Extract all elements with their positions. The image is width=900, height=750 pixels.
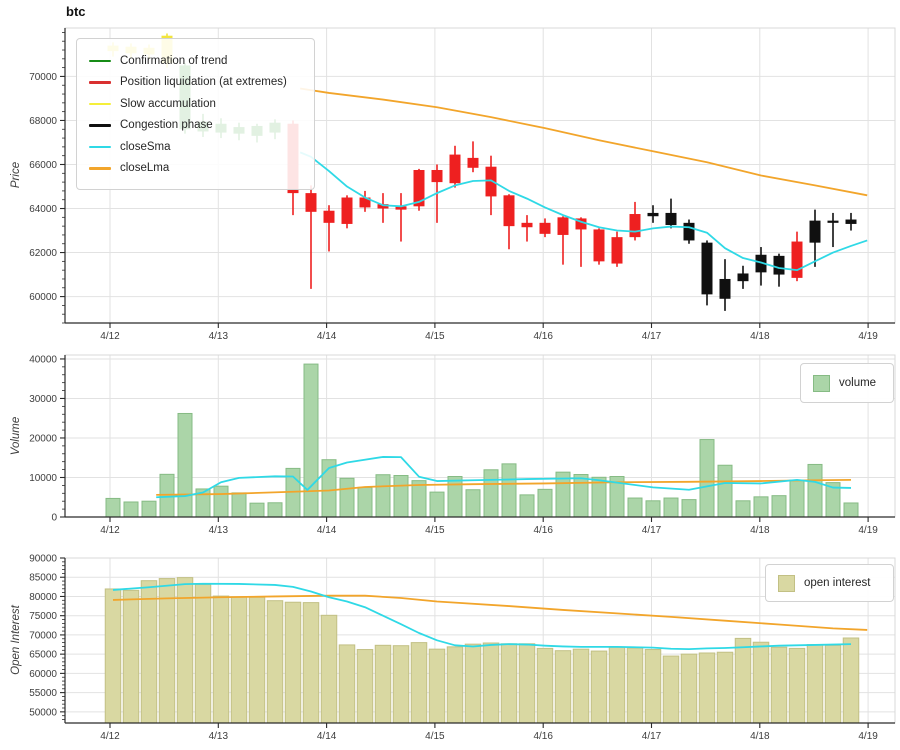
green-line-swatch bbox=[89, 59, 111, 62]
open-interest-ma-lines bbox=[112, 582, 868, 651]
open-interest-ytick-label: 50000 bbox=[29, 707, 57, 718]
legend-item-closelma: closeLma bbox=[89, 158, 302, 180]
cyan-line-swatch bbox=[89, 145, 111, 148]
legend-item-closesma: closeSma bbox=[89, 136, 302, 158]
volume-xtick-label: 4/13 bbox=[209, 525, 229, 536]
volume-ytick-label: 30000 bbox=[29, 394, 57, 405]
price-ytick-label: 66000 bbox=[29, 160, 57, 171]
volume-xtick-label: 4/14 bbox=[317, 525, 337, 536]
legend-item-congestion: Congestion phase bbox=[89, 115, 302, 137]
price-ytick-label: 62000 bbox=[29, 248, 57, 259]
legend-label: closeSma bbox=[120, 140, 171, 153]
red-line-swatch bbox=[89, 81, 111, 84]
legend-label: Congestion phase bbox=[120, 119, 213, 132]
price-ytick-label: 60000 bbox=[29, 292, 57, 303]
volume-axis-label: Volume bbox=[10, 416, 22, 456]
volume-xtick-label: 4/18 bbox=[750, 525, 770, 536]
legend-label: open interest bbox=[804, 577, 871, 589]
legend-item-confirmation: Confirmation of trend bbox=[89, 50, 302, 72]
yellow-line-swatch bbox=[89, 102, 111, 105]
volume-xtick-label: 4/19 bbox=[858, 525, 878, 536]
open-interest-ytick-label: 80000 bbox=[29, 592, 57, 603]
legend-label: Slow accumulation bbox=[120, 97, 216, 110]
open-interest-axes: 50000 55000 60000 65000 70000 75000 80000 85000… bbox=[29, 554, 896, 742]
volume-xtick-label: 4/15 bbox=[425, 525, 445, 536]
price-xtick-label: 4/14 bbox=[317, 331, 337, 342]
price-axes: 60000 62000 64000 66000 68000 70000 4/12 4/13 4/… bbox=[29, 27, 896, 342]
price-xtick-label: 4/17 bbox=[642, 331, 662, 342]
open-interest-ytick-label: 90000 bbox=[29, 554, 57, 565]
volume-ytick-label: 20000 bbox=[29, 433, 57, 444]
volume-axes: 0 10000 20000 30000 40000 4/12 4/13 4/14 4/15 4/1… bbox=[29, 354, 896, 536]
open-interest-swatch bbox=[778, 574, 795, 592]
open-interest-xtick-label: 4/13 bbox=[209, 731, 229, 742]
open-interest-xtick-label: 4/12 bbox=[100, 731, 120, 742]
open-interest-axis-label: Open Interest bbox=[10, 605, 22, 675]
price-xtick-label: 4/16 bbox=[533, 331, 553, 342]
price-xtick-label: 4/15 bbox=[425, 331, 445, 342]
open-interest-xtick-label: 4/15 bbox=[425, 731, 445, 742]
price-xtick-label: 4/12 bbox=[100, 331, 120, 342]
open-interest-ytick-label: 65000 bbox=[29, 650, 57, 661]
chart-title: btc bbox=[66, 4, 86, 19]
price-axis-label: Price bbox=[10, 161, 22, 189]
open-interest-xtick-label: 4/16 bbox=[533, 731, 553, 742]
legend-label: Confirmation of trend bbox=[120, 54, 228, 67]
open-interest-xtick-label: 4/19 bbox=[858, 731, 878, 742]
open-interest-bars bbox=[104, 577, 860, 724]
black-line-swatch bbox=[89, 124, 111, 127]
open-interest-legend: open interest bbox=[765, 564, 894, 602]
open-interest-ytick-label: 60000 bbox=[29, 669, 57, 680]
price-ytick-label: 64000 bbox=[29, 204, 57, 215]
price-legend: Confirmation of trend Position liquidati… bbox=[76, 38, 315, 190]
volume-ytick-label: 40000 bbox=[29, 354, 57, 365]
legend-label: volume bbox=[839, 377, 877, 389]
volume-ytick-label: 10000 bbox=[29, 473, 57, 484]
open-interest-xtick-label: 4/18 bbox=[750, 731, 770, 742]
price-ytick-label: 70000 bbox=[29, 72, 57, 83]
price-ma-lines bbox=[299, 87, 868, 272]
open-interest-xtick-label: 4/14 bbox=[317, 731, 337, 742]
price-xtick-label: 4/13 bbox=[209, 331, 229, 342]
open-interest-xtick-label: 4/17 bbox=[642, 731, 662, 742]
legend-label: closeLma bbox=[120, 162, 170, 175]
legend-item-accumulation: Slow accumulation bbox=[89, 93, 302, 115]
legend-label: Position liquidation (at extremes) bbox=[120, 76, 287, 89]
volume-legend: volume bbox=[800, 363, 894, 403]
volume-ma-lines bbox=[156, 456, 852, 499]
volume-xtick-label: 4/12 bbox=[100, 525, 120, 536]
open-interest-ytick-label: 55000 bbox=[29, 688, 57, 699]
open-interest-ytick-label: 70000 bbox=[29, 630, 57, 641]
volume-ytick-label: 0 bbox=[51, 513, 57, 524]
price-xtick-label: 4/18 bbox=[750, 331, 770, 342]
price-xtick-label: 4/19 bbox=[858, 331, 878, 342]
volume-xtick-label: 4/16 bbox=[533, 525, 553, 536]
volume-swatch bbox=[813, 374, 830, 392]
open-interest-ytick-label: 75000 bbox=[29, 611, 57, 622]
open-interest-ytick-label: 85000 bbox=[29, 573, 57, 584]
orange-line-swatch bbox=[89, 167, 111, 170]
volume-xtick-label: 4/17 bbox=[642, 525, 662, 536]
legend-item-liquidation: Position liquidation (at extremes) bbox=[89, 72, 302, 94]
price-ytick-label: 68000 bbox=[29, 116, 57, 127]
